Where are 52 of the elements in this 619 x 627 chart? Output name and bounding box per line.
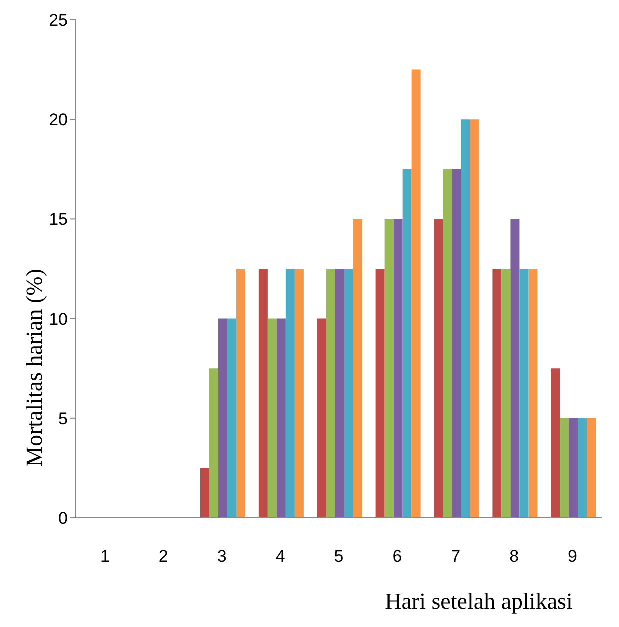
bar bbox=[587, 418, 596, 518]
bar bbox=[569, 418, 578, 518]
bar bbox=[528, 269, 538, 518]
x-tick-label: 4 bbox=[276, 547, 286, 566]
bar bbox=[384, 219, 394, 518]
bar bbox=[443, 169, 452, 518]
y-tick-label: 5 bbox=[58, 409, 68, 428]
bar bbox=[227, 318, 236, 518]
bar bbox=[218, 318, 228, 518]
bar bbox=[452, 169, 462, 518]
x-tick-label: 1 bbox=[100, 547, 110, 566]
bar bbox=[209, 368, 218, 518]
bar bbox=[276, 318, 286, 518]
bar bbox=[353, 219, 362, 518]
bar bbox=[376, 269, 385, 518]
bar bbox=[294, 269, 304, 518]
bar bbox=[286, 269, 295, 518]
bar bbox=[412, 70, 421, 518]
x-tick-label: 3 bbox=[217, 547, 227, 566]
x-tick-label: 7 bbox=[451, 547, 461, 566]
y-tick-label: 20 bbox=[49, 110, 68, 130]
x-tick-label: 5 bbox=[334, 547, 344, 566]
bar bbox=[502, 269, 511, 518]
bar bbox=[560, 418, 570, 518]
bar bbox=[268, 318, 277, 518]
y-tick-label: 10 bbox=[49, 310, 68, 329]
y-tick-label: 0 bbox=[58, 509, 68, 528]
bar bbox=[578, 418, 588, 518]
x-axis-title: Hari setelah aplikasi bbox=[385, 589, 573, 614]
x-tick-label: 8 bbox=[510, 547, 520, 566]
bar bbox=[335, 269, 344, 518]
y-axis-title: Mortalitas harian (%) bbox=[22, 269, 48, 467]
bar bbox=[520, 269, 529, 518]
bar bbox=[492, 269, 502, 518]
y-tick-label: 15 bbox=[49, 210, 68, 230]
x-tick-label: 9 bbox=[568, 547, 578, 566]
bar bbox=[551, 368, 560, 518]
bar bbox=[236, 269, 246, 518]
x-tick-label: 6 bbox=[392, 547, 402, 566]
bar bbox=[510, 219, 520, 518]
bar bbox=[461, 120, 470, 518]
bar bbox=[200, 468, 210, 518]
bar bbox=[258, 269, 268, 518]
bar bbox=[434, 219, 444, 518]
bar bbox=[317, 318, 326, 518]
bar bbox=[344, 269, 354, 518]
y-tick-label: 25 bbox=[49, 11, 68, 30]
bar bbox=[470, 120, 480, 518]
bar bbox=[402, 169, 412, 518]
bar bbox=[394, 219, 403, 518]
x-tick-label: 2 bbox=[158, 547, 168, 566]
bar bbox=[326, 269, 336, 518]
